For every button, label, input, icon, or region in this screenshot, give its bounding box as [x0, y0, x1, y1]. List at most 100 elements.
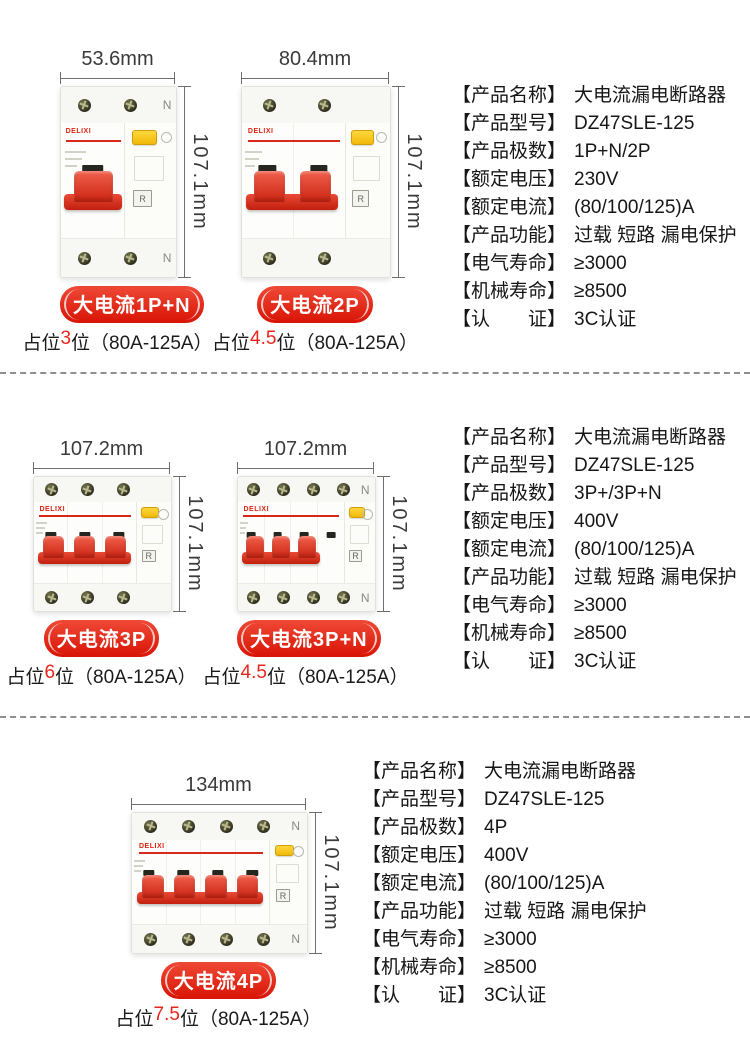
- spec-label: 【电气寿命】: [452, 595, 567, 616]
- screw-icon: [80, 483, 94, 497]
- label-print-line: [64, 164, 78, 167]
- breaker-rcd-section: R: [269, 839, 307, 925]
- spec-value: 1P+N/2P: [574, 141, 651, 162]
- spec-value: ≥8500: [484, 957, 537, 978]
- dimension-line: [179, 476, 180, 612]
- spec-value: 4P: [484, 817, 508, 838]
- figure-row: N DELIXI R N: [60, 86, 211, 278]
- height-dimension-label: 107.1mm: [388, 495, 410, 593]
- dimension-line: [131, 804, 306, 805]
- spec-row: 【产品型号】 DZ47SLE-125: [452, 110, 737, 138]
- figure-column: 53.6mm N DELIXI R: [22, 48, 212, 355]
- badge-wrap: 大电流3P+N: [237, 620, 381, 657]
- spec-value: 大电流漏电断路器: [574, 427, 727, 448]
- pole-module: [68, 502, 103, 585]
- pole-module: [167, 839, 202, 925]
- spec-row: 【额定电压】 400V: [362, 842, 647, 870]
- breaker-body: DELIXI R: [61, 123, 176, 239]
- handle-bar: [38, 552, 132, 564]
- width-dimension-label: 53.6mm: [81, 48, 154, 70]
- height-dimension-label: 107.1mm: [189, 133, 211, 231]
- breaker-toggle: [292, 170, 338, 210]
- height-dimension-label: 107.1mm: [320, 834, 342, 932]
- label-print-line: [134, 860, 146, 863]
- toggle-knob: [246, 535, 264, 559]
- screw-icon: [123, 251, 137, 265]
- pole-module: [132, 839, 167, 925]
- brand-logo: DELIXI: [243, 505, 270, 513]
- brand-line: [243, 514, 340, 517]
- pole-module: [291, 502, 319, 585]
- test-button: [131, 130, 158, 145]
- spec-value: 过载 短路 漏电保护: [574, 225, 737, 246]
- toggle-knob: [73, 170, 113, 202]
- onoff-indicator: [258, 164, 277, 173]
- spec-value: DZ47SLE-125: [574, 113, 695, 134]
- spec-value: DZ47SLE-125: [484, 789, 605, 810]
- spec-row: 【产品功能】 过载 短路 漏电保护: [362, 898, 647, 926]
- caption-number: 7.5: [153, 1004, 180, 1025]
- breaker-body: DELIXI R: [132, 839, 307, 925]
- reset-label: R: [141, 549, 156, 563]
- onoff-indicator: [273, 531, 282, 538]
- screw-icon: [306, 591, 320, 605]
- spec-row: 【产品极数】 1P+N/2P: [452, 138, 737, 166]
- spec-value: ≥8500: [574, 623, 627, 644]
- breaker-top-terminals: N: [238, 477, 375, 504]
- breaker-top-terminals: [242, 87, 390, 125]
- spec-value: 过载 短路 漏电保护: [484, 901, 647, 922]
- screw-icon: [116, 591, 130, 605]
- product-badge: 大电流2P: [257, 286, 373, 323]
- spec-value: (80/100/125)A: [484, 873, 605, 894]
- breaker-handle-assembly: [137, 874, 264, 904]
- spec-list: 【产品名称】 大电流漏电断路器 【产品型号】 DZ47SLE-125 【产品极数…: [452, 424, 737, 676]
- dimension-line: [398, 86, 399, 278]
- label-print-line: [245, 157, 259, 160]
- spec-value: 大电流漏电断路器: [484, 761, 637, 782]
- test-button: [141, 507, 159, 519]
- dimension-line: [315, 812, 316, 954]
- onoff-indicator: [143, 870, 155, 877]
- spec-label: 【机械寿命】: [362, 957, 477, 978]
- breaker-photo: DELIXI R: [241, 86, 391, 278]
- brand-line: [247, 140, 340, 143]
- dimension-line: [241, 78, 389, 79]
- spec-value: ≥3000: [574, 253, 627, 274]
- spec-label: 【产品功能】: [452, 225, 567, 246]
- toggle-knob: [299, 170, 331, 202]
- spec-row: 【产品名称】 大电流漏电断路器: [362, 758, 647, 786]
- toggle-knob: [105, 535, 127, 559]
- brand-line: [139, 852, 264, 855]
- spec-label: 【额定电压】: [452, 511, 567, 532]
- width-dimension-line: [237, 462, 374, 474]
- spec-label: 【认 证】: [452, 309, 567, 330]
- breaker-body: DELIXI R: [238, 502, 375, 585]
- breaker-toggle: [268, 535, 294, 564]
- schematic-print: [133, 155, 164, 181]
- screw-icon: [45, 591, 59, 605]
- spec-row: 【额定电压】 230V: [452, 166, 737, 194]
- toggle-knob: [236, 874, 259, 898]
- spec-label: 【产品名称】: [452, 85, 567, 106]
- label-print-line: [35, 522, 48, 525]
- spec-row: 【认 证】 3C认证: [362, 982, 647, 1010]
- spec-label: 【产品极数】: [362, 817, 477, 838]
- toggle-knob: [142, 874, 164, 898]
- indicator-circle-icon: [161, 132, 173, 144]
- spec-row: 【机械寿命】 ≥8500: [452, 278, 737, 306]
- spec-label: 【电气寿命】: [362, 929, 477, 950]
- label-print-line: [239, 526, 247, 529]
- breaker-bottom-terminals: [34, 583, 171, 611]
- figure-4p: 134mm N DELIXI R: [116, 774, 342, 1031]
- breaker-rcd-section: R: [343, 502, 375, 585]
- brand-logo: DELIXI: [39, 505, 66, 513]
- breaker-toggle: [169, 874, 201, 904]
- spec-row: 【电气寿命】 ≥3000: [452, 592, 737, 620]
- onoff-indicator: [246, 531, 256, 538]
- breaker-toggle: [69, 535, 100, 564]
- figure-row: N DELIXI R N: [237, 476, 410, 612]
- figure-column: 80.4mm DELIXI R: [212, 48, 425, 355]
- breaker-photo: N DELIXI R N: [237, 476, 376, 612]
- spec-row: 【电气寿命】 ≥3000: [452, 250, 737, 278]
- reset-label: R: [275, 889, 291, 903]
